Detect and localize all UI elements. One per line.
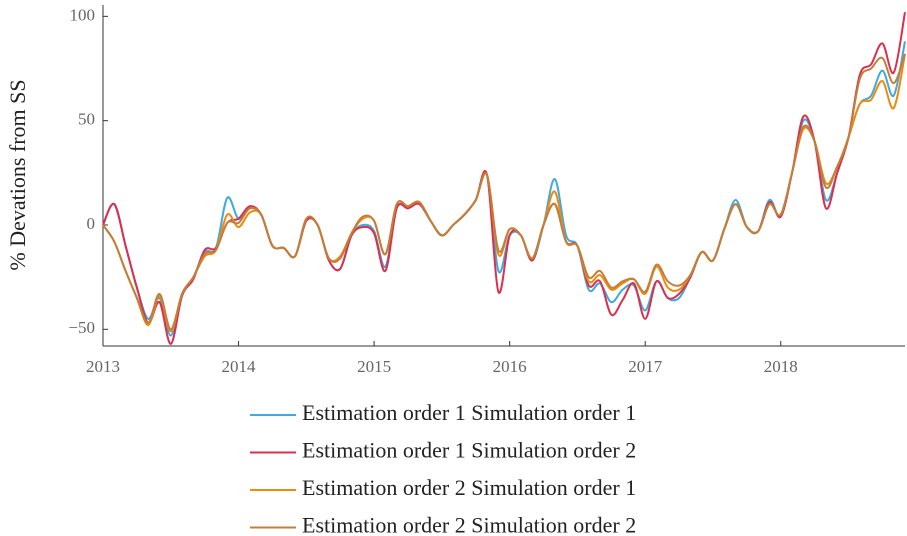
y-tick-label: 0 — [87, 214, 96, 233]
series-line — [102, 53, 906, 333]
x-tick-label: 2015 — [357, 357, 391, 376]
y-tick-label: 100 — [70, 5, 96, 24]
legend-label: Estimation order 1 Simulation order 1 — [302, 400, 636, 425]
x-tick-label: 2016 — [493, 357, 527, 376]
series-line — [102, 11, 906, 345]
series-line — [102, 41, 906, 337]
x-tick-label: 2013 — [86, 357, 120, 376]
x-tick-label: 2017 — [628, 357, 663, 376]
legend-label: Estimation order 2 Simulation order 1 — [302, 475, 636, 500]
x-tick-label: 2018 — [764, 357, 798, 376]
legend-label: Estimation order 1 Simulation order 2 — [302, 438, 636, 463]
y-tick-label: 50 — [78, 110, 95, 129]
y-tick-label: −50 — [68, 318, 95, 337]
x-tick-label: 2014 — [222, 357, 257, 376]
series-line — [102, 53, 906, 331]
y-axis-label: % Devations from SS — [5, 79, 30, 270]
legend-label: Estimation order 2 Simulation order 2 — [302, 513, 636, 536]
